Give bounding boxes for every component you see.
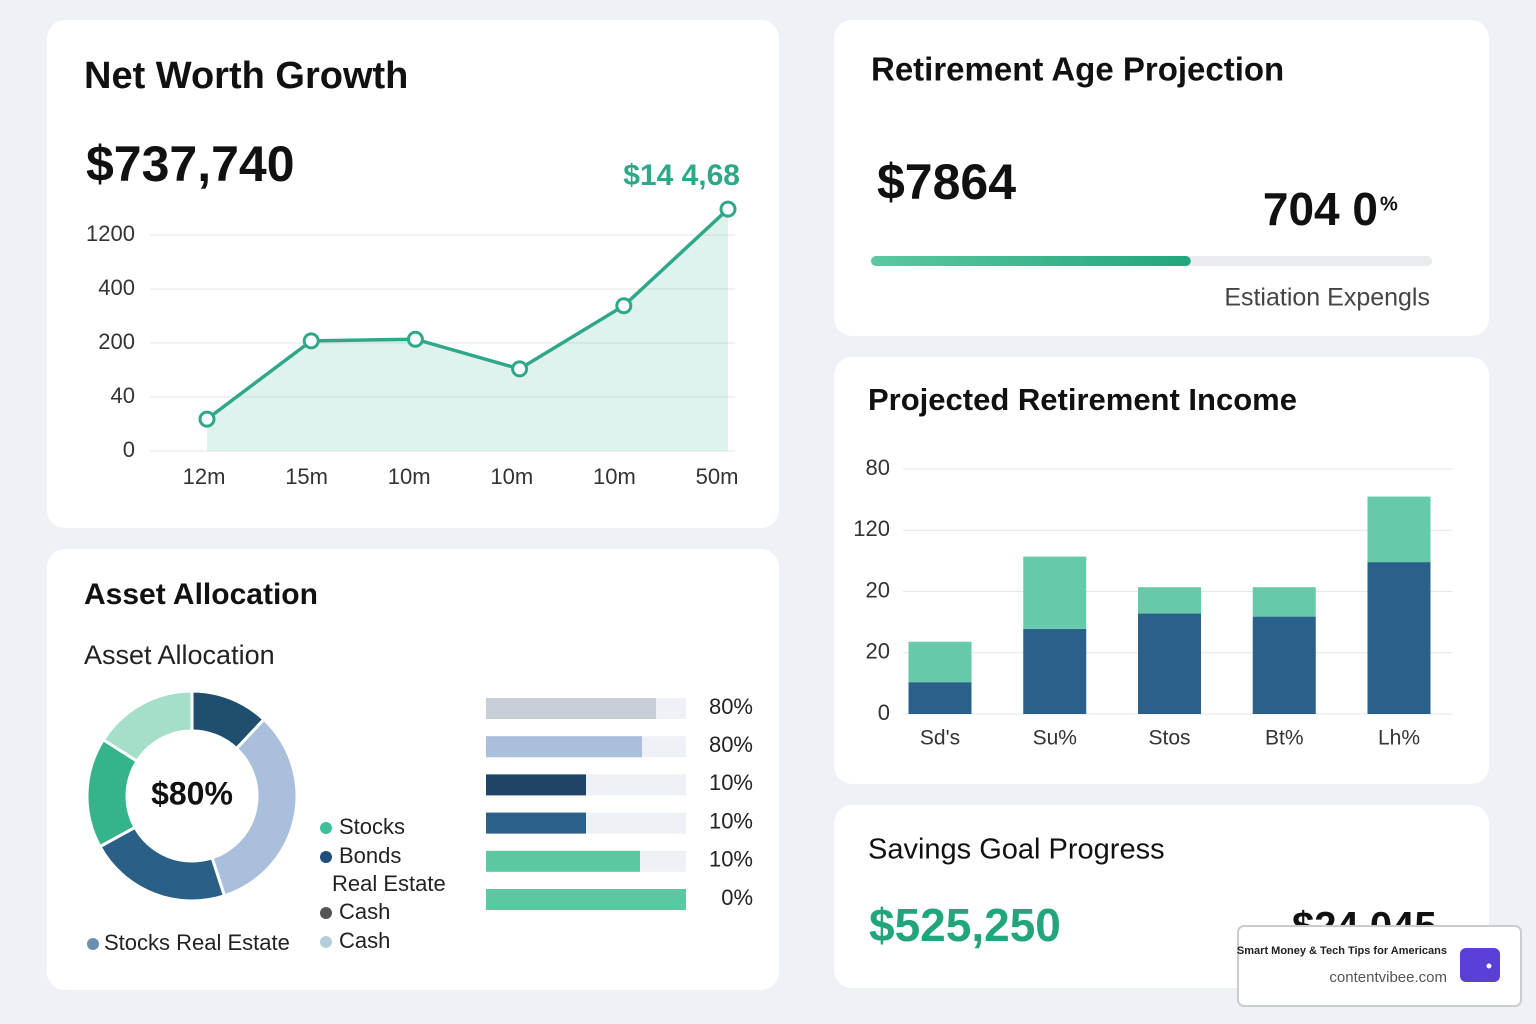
- x-tick-label: 10m: [388, 464, 431, 489]
- x-tick-label: 50m: [696, 464, 739, 489]
- x-tick-label: Stos: [1148, 727, 1190, 750]
- x-tick-label: 10m: [490, 464, 533, 489]
- point: [406, 330, 424, 348]
- legend-label: Stocks: [339, 814, 405, 839]
- y-tick-label: 20: [866, 577, 890, 602]
- legend-label: Bonds: [339, 843, 401, 868]
- card-title: Retirement Age Projection: [871, 51, 1284, 88]
- bar-segment: [1252, 616, 1316, 714]
- card: [47, 549, 779, 990]
- x-tick-label: 12m: [183, 464, 226, 489]
- big-value: $525,250: [869, 899, 1061, 951]
- bar-segment: [1138, 613, 1201, 714]
- bar: [486, 698, 656, 719]
- bar-label: 10%: [709, 770, 753, 795]
- y-tick-label: 0: [123, 437, 135, 462]
- content: Net Worth Growth$737,740 $14 4,6804020040…: [84, 51, 1452, 955]
- point: [198, 410, 216, 428]
- x-tick-label: Su%: [1033, 727, 1077, 750]
- legend-dot: [87, 938, 99, 950]
- legend-dot: [320, 907, 332, 919]
- big-value: $7864: [877, 154, 1016, 210]
- legend-label: Cash: [339, 899, 390, 924]
- bar: [486, 812, 586, 834]
- x-tick-label: 15m: [285, 464, 328, 489]
- legend-label: Stocks Real Estate: [104, 930, 290, 955]
- bar-segment: [1023, 628, 1087, 714]
- card-title: Asset Allocation: [84, 578, 318, 611]
- bar-label: 10%: [709, 847, 753, 872]
- legend-dot: [320, 851, 332, 863]
- y-tick-label: 80: [866, 455, 890, 480]
- line: [205, 207, 730, 421]
- bar: [486, 774, 586, 796]
- legend-label: Cash: [339, 928, 390, 953]
- bar-label: 10%: [709, 808, 753, 833]
- point: [719, 200, 737, 218]
- x-tick-label: Lh%: [1378, 727, 1420, 750]
- y-tick-label: 0: [878, 700, 890, 725]
- y-tick-label: 400: [98, 275, 135, 300]
- card-title: Net Worth Growth: [84, 55, 408, 97]
- y-tick-label: 1200: [86, 221, 135, 246]
- ad-domain: contentvibee.com: [1329, 969, 1447, 986]
- superscript: %: [1380, 193, 1398, 215]
- ad: Smart Money & Tech Tips for Americans con…: [1237, 925, 1522, 1007]
- progress-fill: [871, 256, 1191, 266]
- big-value: $737,740: [86, 136, 295, 192]
- bar-segment: [1367, 496, 1431, 563]
- donut-segment: [210, 717, 299, 898]
- bar-segment: [1252, 587, 1316, 617]
- big-value: 704 0: [1263, 183, 1378, 235]
- bar-segment: [908, 682, 972, 714]
- y-tick-label: 20: [866, 639, 890, 664]
- x-tick-label: 10m: [593, 464, 636, 489]
- bar: [486, 850, 640, 872]
- change-value: $14 4,68: [623, 159, 740, 192]
- bar-segment: [1023, 556, 1087, 629]
- donut-segment: [101, 689, 194, 764]
- y-tick-label: 120: [853, 516, 890, 541]
- bar-label: 80%: [709, 732, 753, 757]
- legend-dot: [320, 822, 332, 834]
- card-subtitle: Asset Allocation: [84, 640, 275, 670]
- card-title: Projected Retirement Income: [868, 382, 1297, 417]
- bar-segment: [1367, 562, 1431, 714]
- y-tick-label: 40: [111, 383, 135, 408]
- legend-label: Real Estate: [332, 871, 446, 896]
- card: [834, 357, 1489, 784]
- point: [302, 332, 320, 350]
- bar-label: 0%: [721, 885, 753, 910]
- x-tick-label: Bt%: [1265, 727, 1304, 750]
- y-tick-label: 200: [98, 329, 135, 354]
- bar-segment: [908, 641, 972, 683]
- ad-box: [1237, 925, 1522, 1007]
- bar: [486, 736, 642, 758]
- bar-label: 80%: [709, 694, 753, 719]
- point: [615, 297, 633, 315]
- caption: Estiation Expengls: [1224, 284, 1430, 312]
- wallet-icon: [1460, 948, 1500, 982]
- card-title: Savings Goal Progress: [868, 834, 1165, 866]
- area: [207, 209, 728, 451]
- x-tick-label: Sd's: [920, 727, 960, 750]
- donut-center: $80%: [151, 775, 233, 811]
- ad-text: Smart Money & Tech Tips for Americans: [1237, 945, 1447, 957]
- point: [511, 360, 529, 378]
- bar-segment: [1138, 587, 1201, 614]
- bar: [486, 889, 686, 910]
- wallet-icon-dot: [1486, 963, 1492, 969]
- legend-dot: [320, 936, 332, 948]
